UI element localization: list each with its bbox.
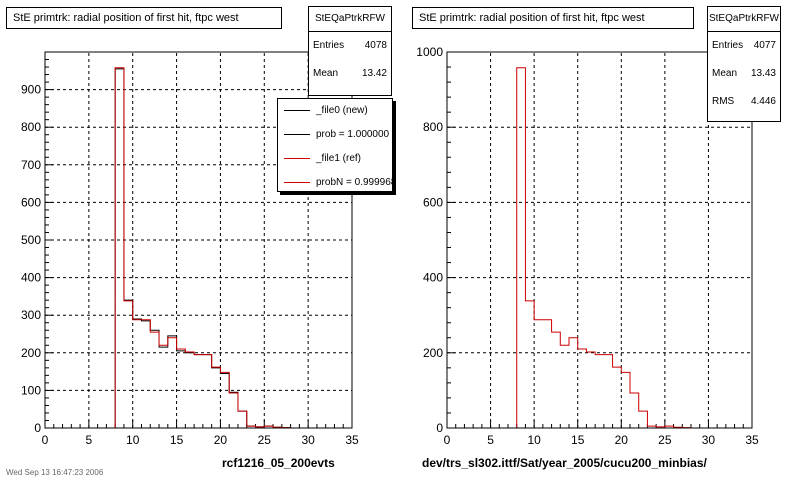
- y-tick-label: 200: [423, 346, 443, 360]
- x-tick-label: 30: [301, 433, 315, 447]
- x-tick-label: 10: [126, 433, 140, 447]
- footer-timestamp: Wed Sep 13 16:47:23 2006: [6, 468, 104, 477]
- y-tick-label: 600: [21, 195, 41, 209]
- y-tick-label: 1000: [416, 45, 443, 59]
- x-tick-label: 35: [745, 433, 759, 447]
- legend: _file0 (new) prob = 1.000000 _file1 (ref…: [277, 98, 393, 192]
- x-tick-label: 25: [258, 433, 272, 447]
- y-tick-label: 300: [21, 308, 41, 322]
- legend-entry-probn: probN = 0.999968: [278, 171, 392, 191]
- legend-entry-prob: prob = 1.000000: [278, 123, 392, 147]
- x-tick-label: 30: [702, 433, 716, 447]
- y-tick-label: 400: [423, 271, 443, 285]
- left-x-axis-title: rcf1216_05_200evts: [222, 456, 335, 470]
- y-tick-label: 800: [423, 120, 443, 134]
- x-tick-label: 15: [571, 433, 585, 447]
- right-stats-box: StEQaPtrkRFW Entries 4077 Mean 13.43 RMS 4.…: [707, 6, 781, 122]
- x-tick-label: 5: [487, 433, 494, 447]
- stats-row: Mean 13.42: [313, 68, 387, 79]
- plot-frame: [446, 51, 753, 429]
- x-tick-label: 10: [527, 433, 541, 447]
- x-tick-label: 5: [86, 433, 93, 447]
- y-tick-label: 800: [21, 120, 41, 134]
- y-tick-label: 600: [423, 195, 443, 209]
- stats-row: Mean 13.43: [712, 68, 776, 79]
- x-tick-label: 20: [615, 433, 629, 447]
- right-x-axis-title: dev/trs_sl302.ittf/Sat/year_2005/cucu200…: [422, 456, 707, 470]
- x-tick-label: 20: [214, 433, 228, 447]
- left-stats-box: StEQaPtrkRFW Entries 4078 Mean 13.42: [308, 6, 392, 96]
- stats-header: StEQaPtrkRFW: [708, 7, 780, 32]
- stats-header: StEQaPtrkRFW: [309, 7, 391, 32]
- left-plot-title: StE primtrk: radial position of first hi…: [6, 7, 282, 29]
- x-tick-label: 15: [170, 433, 184, 447]
- stats-row: Entries 4078: [313, 40, 387, 51]
- x-tick-label: 0: [42, 433, 49, 447]
- stats-row: RMS 4.446: [712, 96, 776, 107]
- x-tick-label: 25: [658, 433, 672, 447]
- y-tick-label: 100: [21, 383, 41, 397]
- plot-frame: [44, 51, 353, 429]
- y-tick-label: 700: [21, 158, 41, 172]
- legend-entry-new: _file0 (new): [278, 99, 392, 123]
- y-tick-label: 900: [21, 83, 41, 97]
- stats-row: Entries 4077: [712, 40, 776, 51]
- right-plot-title: StE primtrk: radial position of first hi…: [412, 7, 694, 29]
- y-tick-label: 200: [21, 346, 41, 360]
- legend-entry-ref: _file1 (ref): [278, 147, 392, 171]
- y-tick-label: 0: [436, 421, 443, 435]
- y-tick-label: 500: [21, 233, 41, 247]
- y-tick-label: 400: [21, 271, 41, 285]
- x-tick-label: 0: [444, 433, 451, 447]
- x-tick-label: 35: [345, 433, 359, 447]
- y-tick-label: 0: [34, 421, 41, 435]
